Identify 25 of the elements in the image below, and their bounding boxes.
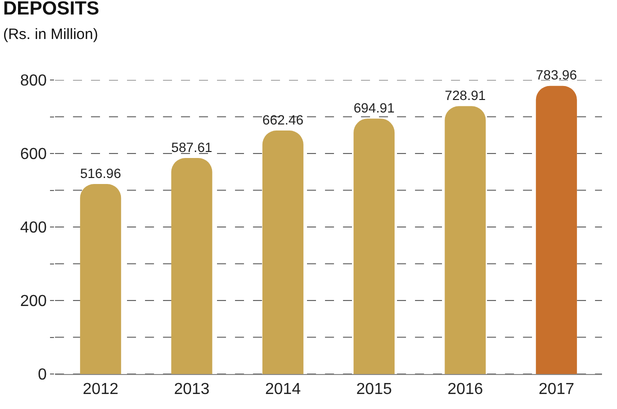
x-tick-label: 2016 bbox=[447, 381, 484, 398]
x-tick-label: 2017 bbox=[538, 381, 574, 398]
bar bbox=[354, 118, 395, 374]
y-tick-label: 400 bbox=[20, 220, 47, 237]
chart-title: DEPOSITS bbox=[3, 0, 100, 20]
data-label: 587.61 bbox=[171, 140, 212, 155]
x-tick-label: 2015 bbox=[356, 381, 392, 398]
data-label: 783.96 bbox=[536, 68, 577, 83]
bar bbox=[536, 86, 577, 374]
x-tick-label: 2012 bbox=[82, 381, 118, 398]
x-tick-label: 2013 bbox=[174, 381, 210, 398]
bar bbox=[171, 158, 212, 374]
bar bbox=[444, 106, 486, 374]
y-tick-label: 600 bbox=[20, 146, 47, 164]
bar bbox=[80, 184, 122, 374]
data-label: 728.91 bbox=[444, 88, 486, 103]
y-tick-label: 200 bbox=[20, 293, 47, 310]
x-tick-label: 2014 bbox=[265, 381, 301, 398]
chart-subtitle: (Rs. in Million) bbox=[3, 26, 98, 44]
bar bbox=[262, 130, 304, 374]
data-label: 516.96 bbox=[80, 166, 122, 181]
y-tick-label: 0 bbox=[38, 366, 47, 384]
y-tick-label: 800 bbox=[20, 72, 47, 90]
data-label: 694.91 bbox=[354, 100, 395, 116]
data-label: 662.46 bbox=[262, 112, 304, 128]
